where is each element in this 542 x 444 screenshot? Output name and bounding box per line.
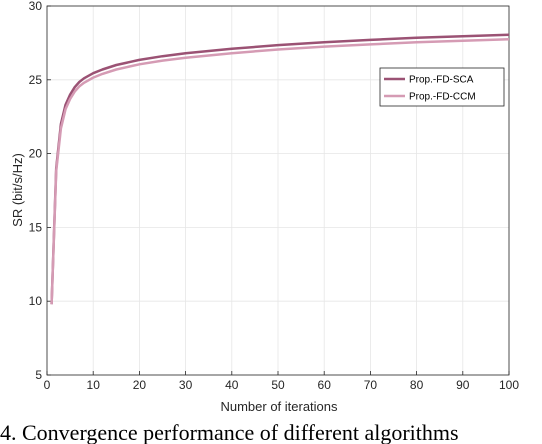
x-tick-label: 100 (499, 378, 519, 392)
series-line (50, 33, 510, 305)
y-axis-label: SR (bit/s/Hz) (10, 153, 25, 227)
series-line (50, 37, 510, 305)
x-tick-label: 10 (87, 378, 101, 392)
series-lines (50, 33, 510, 305)
x-tick-label: 40 (225, 378, 239, 392)
y-tick-label: 10 (29, 294, 43, 308)
x-axis-label: Number of iterations (220, 399, 338, 414)
x-tick-label: 30 (179, 378, 193, 392)
y-axis: 5 10 15 20 25 30 (29, 0, 51, 382)
x-tick-label: 80 (410, 378, 424, 392)
y-tick-label: 30 (29, 0, 43, 13)
y-tick-label: 20 (29, 147, 43, 161)
x-tick-label: 90 (456, 378, 470, 392)
x-tick-label: 0 (44, 378, 51, 392)
y-tick-label: 5 (35, 368, 42, 382)
x-axis: 0 10 20 30 40 50 60 70 80 90 100 (44, 371, 519, 392)
x-tick-label: 20 (133, 378, 147, 392)
figure-caption: 4. Convergence performance of different … (0, 420, 459, 444)
legend-label: Prop.-FD-CCM (409, 92, 476, 103)
y-tick-label: 15 (29, 220, 43, 234)
legend-box (379, 67, 505, 107)
legend-label: Prop.-FD-SCA (409, 75, 474, 86)
x-tick-label: 70 (364, 378, 378, 392)
x-tick-label: 60 (318, 378, 332, 392)
legend: Prop.-FD-SCA Prop.-FD-CCM (379, 67, 505, 107)
y-tick-label: 25 (29, 73, 43, 87)
x-tick-label: 50 (271, 378, 285, 392)
grid (46, 5, 510, 376)
